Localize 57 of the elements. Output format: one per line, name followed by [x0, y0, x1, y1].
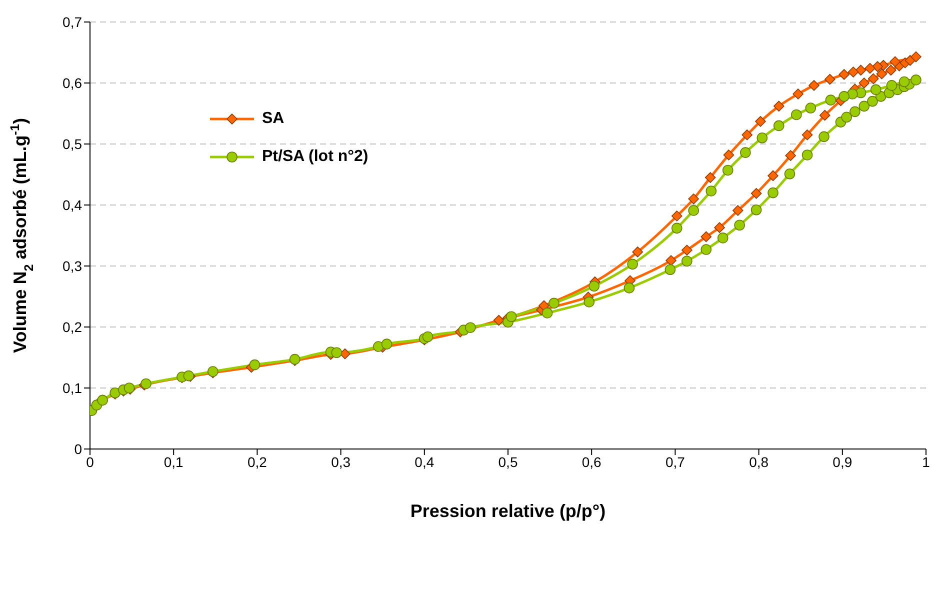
x-tick-label: 0,2	[247, 454, 268, 470]
point	[755, 116, 766, 127]
point	[704, 172, 716, 183]
x-tick-label: 0,1	[164, 454, 184, 470]
point	[688, 194, 699, 204]
point	[671, 210, 682, 222]
x-axis-title: Pression relative (p/p°)	[410, 501, 606, 521]
point	[682, 244, 692, 256]
x-tick-label: 0,7	[665, 454, 686, 470]
point	[802, 129, 813, 140]
point	[742, 129, 752, 140]
y-tick-label: 0,4	[62, 196, 82, 213]
point	[773, 100, 784, 112]
point	[910, 51, 922, 62]
point	[340, 348, 350, 360]
x-tick-label: 0,4	[414, 454, 434, 470]
y-tick-label: 0,5	[62, 136, 82, 152]
y-tick-label: 0,2	[62, 318, 82, 335]
point	[792, 88, 804, 100]
legend-label: SA	[262, 110, 284, 128]
x-tick-label: 0	[86, 454, 94, 470]
point	[666, 255, 676, 266]
x-tick-label: 0,8	[749, 454, 769, 470]
point	[876, 68, 888, 80]
point	[848, 66, 859, 78]
y-tick-label: 0	[74, 440, 82, 457]
point	[904, 55, 916, 66]
point	[700, 231, 712, 242]
point	[750, 188, 762, 199]
y-tick-label: 0,7	[62, 14, 82, 30]
x-tick-label: 0,3	[331, 454, 351, 470]
x-tick-label: 0,6	[582, 454, 602, 470]
point	[885, 64, 896, 76]
x-tick-label: 1	[922, 454, 930, 470]
legend-label: Pt/SA (lot n°2)	[262, 148, 368, 166]
point	[723, 150, 734, 160]
point	[890, 56, 900, 68]
point	[493, 314, 504, 326]
point	[824, 74, 836, 85]
point	[768, 170, 778, 182]
point	[732, 205, 744, 216]
point	[868, 73, 879, 84]
x-tick-label: 0,5	[498, 454, 518, 470]
point	[838, 69, 850, 80]
y-tick-label: 0,1	[62, 380, 82, 396]
point	[632, 246, 643, 258]
point	[855, 64, 866, 76]
x-tick-label: 0,9	[832, 454, 852, 470]
y-tick-label: 0,3	[62, 258, 82, 274]
point	[858, 78, 870, 88]
point	[785, 150, 796, 161]
point	[872, 61, 883, 72]
point	[864, 62, 876, 74]
y-tick-label: 0,6	[62, 74, 82, 91]
point	[808, 80, 820, 91]
point	[819, 110, 830, 121]
point	[714, 222, 725, 233]
